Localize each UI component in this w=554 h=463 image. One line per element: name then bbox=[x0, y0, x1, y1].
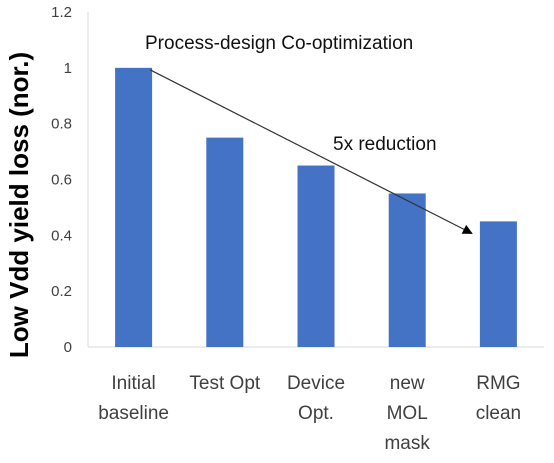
y-tick-label: 1 bbox=[64, 60, 72, 77]
category-labels: Initial baseline Test Opt Device Opt. new MOL m… bbox=[98, 373, 521, 454]
x-tick-label: mask bbox=[384, 433, 430, 454]
x-tick-label: Test Opt bbox=[189, 373, 260, 394]
x-tick-label: RMG bbox=[476, 373, 520, 394]
x-tick-label: Opt. bbox=[298, 403, 334, 424]
x-tick-label: new bbox=[390, 373, 425, 394]
x-tick-label: clean bbox=[476, 403, 521, 424]
y-tick-label: 0.2 bbox=[51, 283, 72, 300]
bar bbox=[388, 193, 426, 347]
chart-title: Process-design Co-optimization bbox=[145, 33, 413, 54]
x-tick-label: MOL bbox=[387, 403, 428, 424]
y-tick-label: 1.2 bbox=[51, 4, 72, 21]
bars bbox=[115, 67, 517, 347]
y-tick-label: 0.8 bbox=[51, 116, 72, 133]
axes: 0 0.2 0.4 0.6 0.8 1 1.2 bbox=[51, 4, 544, 356]
bar bbox=[479, 221, 517, 347]
x-tick-label: Device bbox=[287, 373, 345, 394]
bar bbox=[297, 165, 335, 347]
bar bbox=[115, 67, 153, 347]
y-axis-label: Low Vdd yield loss (nor.) bbox=[4, 52, 34, 358]
reduction-annotation: 5x reduction bbox=[333, 134, 437, 155]
x-tick-label: baseline bbox=[98, 403, 169, 424]
y-tick-label: 0.4 bbox=[51, 227, 72, 244]
y-tick-label: 0.6 bbox=[51, 172, 72, 189]
trend-arrow bbox=[149, 69, 473, 234]
arrow-line bbox=[149, 69, 473, 234]
bar bbox=[206, 137, 244, 347]
x-tick-label: Initial bbox=[111, 373, 155, 394]
y-tick-label: 0 bbox=[64, 339, 72, 356]
